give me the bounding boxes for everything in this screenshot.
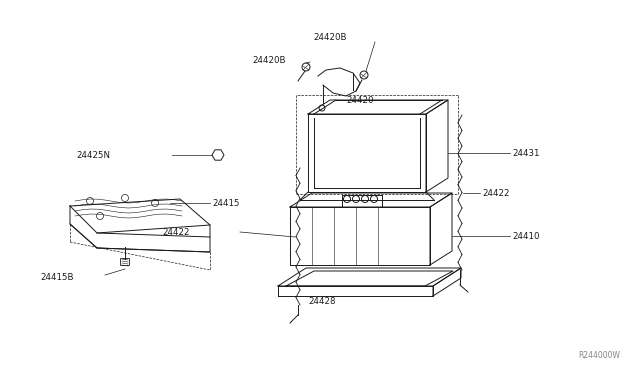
Text: 24422: 24422 bbox=[163, 228, 190, 237]
Text: 24422: 24422 bbox=[482, 189, 509, 198]
Text: 24420: 24420 bbox=[346, 96, 374, 105]
Text: 24431: 24431 bbox=[512, 148, 540, 157]
Text: 24415B: 24415B bbox=[40, 273, 74, 282]
Text: R244000W: R244000W bbox=[578, 351, 620, 360]
Text: 24415: 24415 bbox=[212, 199, 239, 208]
Text: 24428: 24428 bbox=[308, 296, 335, 305]
Text: 24410: 24410 bbox=[512, 231, 540, 241]
Text: 24420B: 24420B bbox=[252, 55, 285, 64]
Text: 24425N: 24425N bbox=[76, 151, 110, 160]
Text: 24420B: 24420B bbox=[313, 32, 346, 42]
